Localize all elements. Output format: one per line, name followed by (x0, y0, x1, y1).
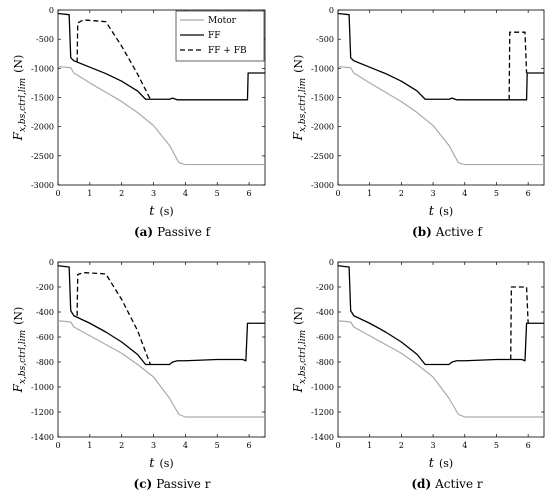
chart-panel-4: 0 1 2 3 4 5 6 -1400 -1200 -1000 -800 -600 -400 -200 0 t… (291, 258, 545, 491)
series-line-ff-fb (508, 31, 528, 100)
y-tick-label: 0 (49, 6, 54, 15)
y-tick-label: -2500 (31, 152, 54, 161)
y-tick-label: 0 (329, 6, 334, 15)
y-tick-label: -1000 (31, 64, 54, 73)
y-tick-label: -1400 (31, 433, 54, 442)
x-tick-label: 3 (151, 441, 156, 450)
y-tick-label: -1500 (31, 94, 54, 103)
y-tick-label: -3000 (31, 181, 54, 190)
x-tick-label: 0 (55, 189, 60, 198)
panel-caption: (a) Passive f (134, 225, 212, 239)
series-line-ff (337, 12, 544, 101)
x-tick-label: 6 (247, 441, 252, 450)
legend-label: FF + FB (208, 46, 247, 56)
x-tick-label: 5 (215, 189, 220, 198)
x-tick-label: 6 (247, 189, 252, 198)
x-tick-label: 1 (87, 189, 92, 198)
x-tick-label: 1 (367, 189, 372, 198)
legend-label: Motor (208, 16, 237, 26)
x-tick-label: 4 (183, 189, 188, 198)
y-tick-label: 0 (49, 258, 54, 267)
x-tick-label: 1 (367, 441, 372, 450)
panel-caption: (b) Active f (412, 225, 483, 239)
y-axis-label: Fx,bs,ctrl,lim(N) (291, 307, 308, 394)
y-tick-label: -2000 (311, 123, 334, 132)
series-line-motor (57, 65, 265, 166)
x-tick-label: 0 (55, 441, 60, 450)
x-tick-label: 3 (431, 189, 436, 198)
panel-caption: (d) Active r (411, 477, 482, 491)
series-line-ff (57, 12, 265, 101)
y-tick-label: -800 (36, 358, 54, 367)
x-axis-label: t (s) (429, 204, 453, 219)
x-axis-label: t (s) (149, 456, 173, 471)
x-tick-label: 3 (151, 189, 156, 198)
y-tick-label: -1200 (31, 408, 54, 417)
legend-label: FF (208, 31, 221, 41)
x-axis-label: t (s) (429, 456, 453, 471)
y-tick-label: -2000 (31, 123, 54, 132)
plot-area (337, 9, 545, 186)
y-tick-label: -500 (36, 35, 54, 44)
series-line-ff (57, 265, 265, 366)
y-axis-label: Fx,bs,ctrl,lim(N) (291, 55, 308, 142)
series-line-motor (337, 65, 544, 166)
plot-area (337, 261, 545, 438)
y-tick-label: -200 (316, 283, 334, 292)
x-axis-label: t (s) (149, 204, 173, 219)
x-tick-label: 5 (494, 189, 499, 198)
y-tick-label: -600 (36, 333, 54, 342)
series-line-ff-fb (510, 286, 529, 360)
panel-caption: (c) Passive r (134, 477, 211, 491)
y-tick-label: -600 (316, 333, 334, 342)
y-tick-label: -1000 (31, 383, 54, 392)
series-line-ff (337, 265, 544, 366)
series-line-motor (337, 320, 544, 418)
chart-panel-2: 0 1 2 3 4 5 6 -3000 -2500 -2000 -1500 -1000 -500 0 t (s… (291, 6, 545, 239)
y-tick-label: -2500 (311, 152, 334, 161)
y-tick-label: -200 (36, 283, 54, 292)
y-tick-label: -400 (316, 308, 334, 317)
x-tick-label: 6 (526, 441, 531, 450)
y-tick-label: -1500 (311, 94, 334, 103)
y-tick-label: -1000 (311, 383, 334, 392)
series-line-ff-fb (76, 271, 151, 365)
x-tick-label: 6 (526, 189, 531, 198)
x-tick-label: 2 (119, 189, 124, 198)
legend: Motor FF FF + FB (175, 10, 265, 62)
x-tick-label: 0 (335, 189, 340, 198)
series-line-motor (57, 320, 265, 418)
x-tick-label: 0 (335, 441, 340, 450)
x-tick-label: 3 (431, 441, 436, 450)
x-tick-label: 4 (183, 441, 188, 450)
x-tick-label: 5 (215, 441, 220, 450)
y-tick-label: 0 (329, 258, 334, 267)
x-tick-label: 4 (462, 441, 467, 450)
chart-panel-3: 0 1 2 3 4 5 6 -1400 -1200 -1000 -800 -600 -400 -200 0 t… (11, 258, 266, 491)
y-tick-label: -800 (316, 358, 334, 367)
y-tick-label: -1200 (311, 408, 334, 417)
y-tick-label: -400 (36, 308, 54, 317)
y-tick-label: -500 (316, 35, 334, 44)
chart-panel-1: 0 1 2 3 4 5 6 -3000 -2500 -2000 -1500 -1000 -500 0 t (s… (11, 6, 266, 239)
x-tick-label: 1 (87, 441, 92, 450)
x-tick-label: 4 (462, 189, 467, 198)
plot-area (57, 261, 266, 438)
y-tick-label: -3000 (311, 181, 334, 190)
y-axis-label: Fx,bs,ctrl,lim(N) (11, 307, 28, 394)
series-line-ff-fb (76, 19, 151, 100)
x-tick-label: 2 (399, 189, 404, 198)
y-axis-label: Fx,bs,ctrl,lim(N) (11, 55, 28, 142)
x-tick-label: 2 (119, 441, 124, 450)
y-tick-label: -1000 (311, 64, 334, 73)
x-tick-label: 2 (399, 441, 404, 450)
x-tick-label: 5 (494, 441, 499, 450)
y-tick-label: -1400 (311, 433, 334, 442)
